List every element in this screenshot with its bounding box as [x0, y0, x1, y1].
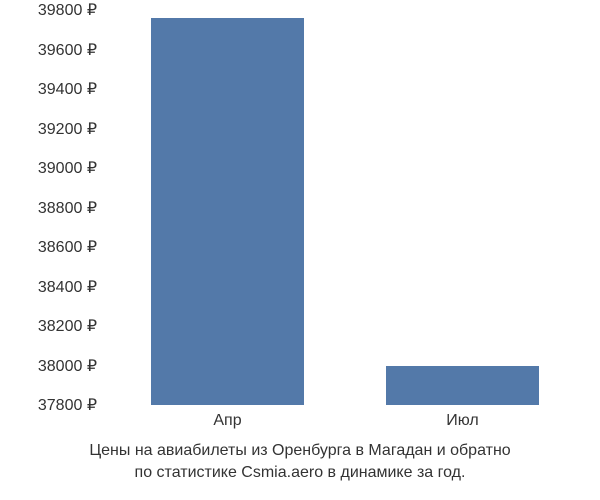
- y-tick-label: 39000 ₽: [38, 158, 97, 178]
- y-tick-label: 38000 ₽: [38, 356, 97, 376]
- caption-line-1: Цены на авиабилеты из Оренбурга в Магада…: [20, 440, 580, 462]
- x-axis: Апр Июл: [110, 410, 580, 435]
- y-tick-label: 37800 ₽: [38, 395, 97, 415]
- bar: [151, 18, 304, 405]
- chart-caption: Цены на авиабилеты из Оренбурга в Магада…: [0, 440, 600, 485]
- y-tick-label: 38200 ₽: [38, 316, 97, 336]
- bar: [386, 366, 539, 406]
- y-tick-label: 39400 ₽: [38, 79, 97, 99]
- y-tick-label: 39800 ₽: [38, 0, 97, 20]
- y-tick-label: 38800 ₽: [38, 198, 97, 218]
- y-tick-label: 39600 ₽: [38, 40, 97, 60]
- x-tick-label: Апр: [213, 412, 241, 430]
- x-tick-label: Июл: [446, 412, 478, 430]
- price-chart: 37800 ₽ 38000 ₽ 38200 ₽ 38400 ₽ 38600 ₽ 38800…: [0, 0, 600, 500]
- y-axis: 37800 ₽38000 ₽38200 ₽38400 ₽38600 ₽38800…: [0, 10, 105, 405]
- y-tick-label: 39200 ₽: [38, 119, 97, 139]
- y-tick-label: 38400 ₽: [38, 277, 97, 297]
- plot-area: [110, 10, 580, 405]
- y-tick-label: 38600 ₽: [38, 237, 97, 257]
- caption-line-2: по статистике Csmia.aero в динамике за г…: [20, 462, 580, 484]
